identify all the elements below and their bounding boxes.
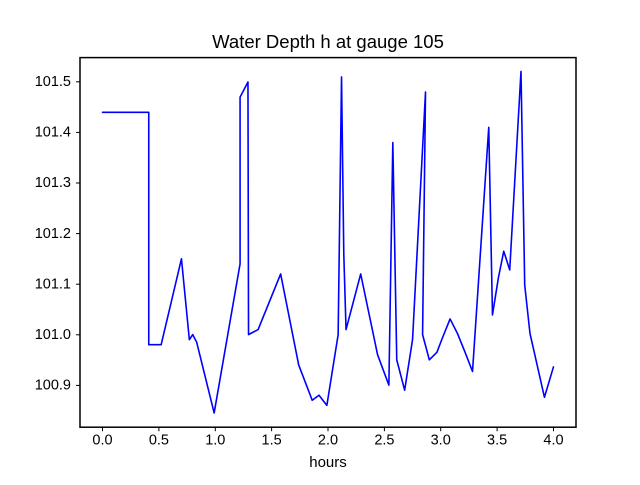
svg-text:101.1: 101.1 [35,276,71,292]
svg-text:0.5: 0.5 [149,433,169,449]
svg-text:100.9: 100.9 [35,378,71,394]
svg-text:3.0: 3.0 [431,433,451,449]
svg-text:Water Depth h at gauge 105: Water Depth h at gauge 105 [212,31,444,52]
svg-text:2.5: 2.5 [374,433,394,449]
svg-text:101.3: 101.3 [35,175,71,191]
svg-text:2.0: 2.0 [318,433,338,449]
svg-text:1.5: 1.5 [262,433,282,449]
svg-text:0.0: 0.0 [92,433,112,449]
svg-text:101.4: 101.4 [35,125,71,141]
svg-text:101.2: 101.2 [35,226,71,242]
svg-text:4.0: 4.0 [543,433,563,449]
svg-text:1.0: 1.0 [205,433,225,449]
svg-text:101.5: 101.5 [35,74,71,90]
svg-text:3.5: 3.5 [487,433,507,449]
svg-text:hours: hours [309,454,347,471]
svg-text:101.0: 101.0 [35,327,71,343]
